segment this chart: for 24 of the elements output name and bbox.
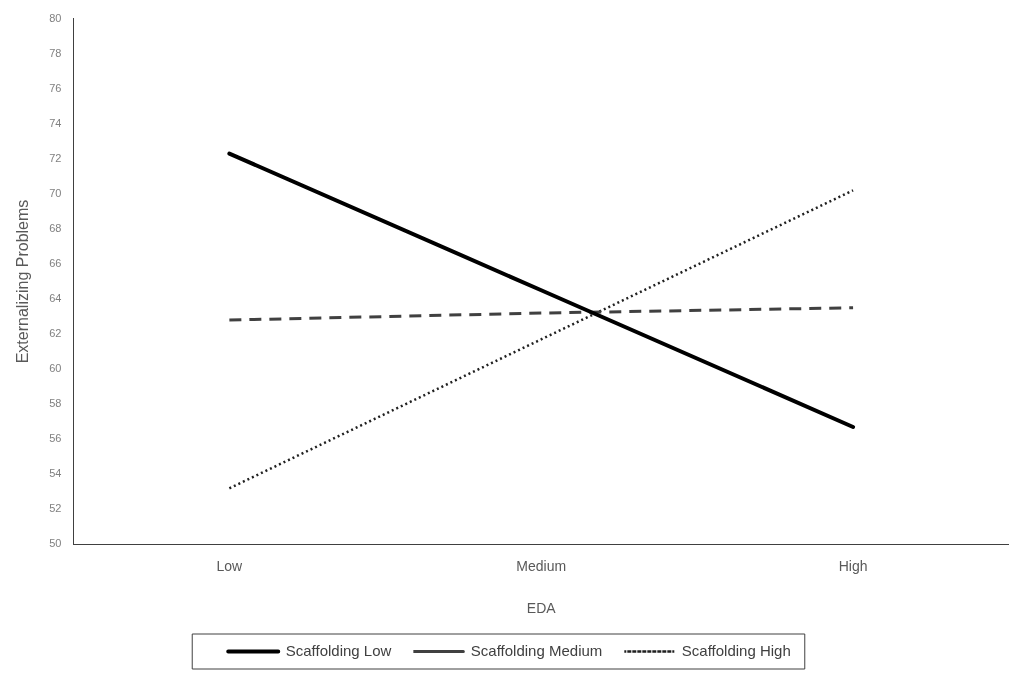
y-axis-title: Externalizing Problems: [14, 199, 32, 364]
y-tick-label: 60: [49, 362, 62, 375]
y-tick-label: 56: [49, 432, 62, 445]
y-tick-label: 80: [49, 11, 62, 24]
x-tick-label: High: [838, 557, 868, 574]
y-tick-label: 52: [49, 502, 62, 515]
legend-label: Scaffolding Low: [285, 641, 392, 659]
legend-label: Scaffolding Medium: [470, 641, 603, 659]
y-tick-label: 70: [49, 186, 62, 199]
y-tick-label: 72: [49, 151, 62, 164]
y-tick-label: 64: [49, 292, 62, 305]
y-tick-label: 76: [49, 81, 62, 94]
y-tick-label: 66: [49, 257, 62, 269]
x-axis-title: EDA: [526, 600, 557, 617]
x-tick-label: Medium: [516, 557, 567, 574]
y-tick-label: 50: [49, 537, 62, 550]
x-tick-label: Low: [216, 557, 244, 574]
y-tick-label: 62: [49, 327, 62, 340]
y-tick-label: 58: [49, 397, 62, 410]
legend-label: Scaffolding High: [681, 641, 791, 659]
y-tick-label: 74: [49, 116, 62, 129]
y-tick-label: 54: [49, 467, 62, 480]
y-tick-label: 78: [49, 46, 62, 59]
y-tick-label: 68: [49, 221, 62, 234]
